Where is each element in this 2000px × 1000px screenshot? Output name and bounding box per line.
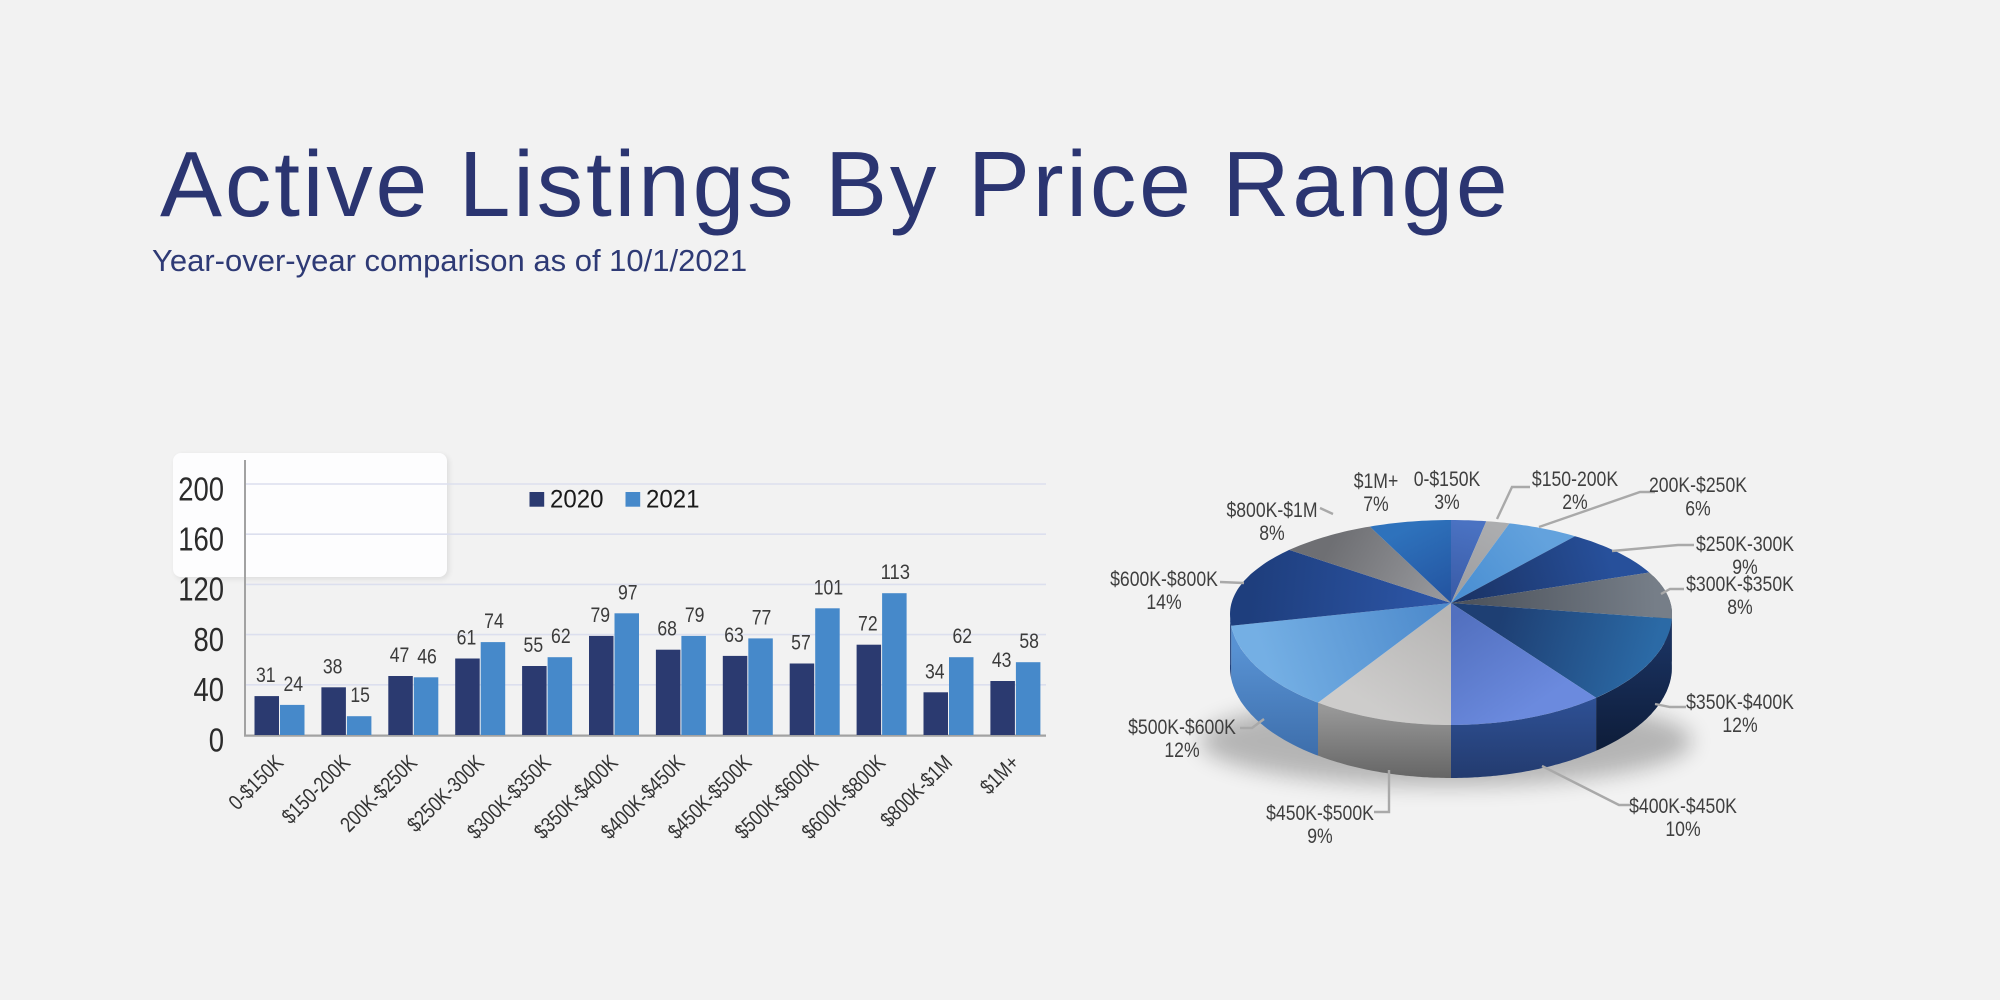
svg-text:$500K-$600K: $500K-$600K <box>1128 715 1236 739</box>
svg-text:$350K-$400K: $350K-$400K <box>1686 690 1794 714</box>
svg-text:62: 62 <box>551 624 571 648</box>
svg-text:24: 24 <box>283 672 303 696</box>
svg-text:$250K-300K: $250K-300K <box>1696 532 1795 556</box>
svg-text:61: 61 <box>457 625 477 649</box>
svg-text:72: 72 <box>858 612 878 636</box>
svg-text:10%: 10% <box>1665 817 1700 841</box>
svg-text:2%: 2% <box>1562 490 1588 514</box>
svg-text:6%: 6% <box>1685 497 1711 521</box>
svg-text:74: 74 <box>484 609 504 633</box>
svg-text:34: 34 <box>925 659 945 683</box>
svg-text:113: 113 <box>881 560 910 584</box>
svg-text:31: 31 <box>256 663 276 687</box>
svg-text:12%: 12% <box>1722 713 1757 737</box>
svg-text:57: 57 <box>791 630 811 654</box>
svg-text:15: 15 <box>350 683 370 707</box>
svg-text:$400K-$450K: $400K-$450K <box>1629 794 1737 818</box>
svg-text:58: 58 <box>1019 629 1039 653</box>
svg-text:0-$150K: 0-$150K <box>1414 467 1481 491</box>
svg-text:97: 97 <box>618 580 638 604</box>
svg-text:3%: 3% <box>1434 490 1460 514</box>
svg-text:9%: 9% <box>1307 824 1333 848</box>
svg-text:77: 77 <box>752 605 772 629</box>
svg-text:$1M+: $1M+ <box>975 751 1024 800</box>
svg-text:47: 47 <box>390 643 410 667</box>
svg-text:0-$150K: 0-$150K <box>224 750 288 814</box>
svg-text:8%: 8% <box>1259 521 1285 545</box>
svg-text:$600K-$800K: $600K-$800K <box>1110 567 1218 591</box>
svg-text:46: 46 <box>417 644 437 668</box>
svg-text:0: 0 <box>209 722 224 759</box>
svg-text:7%: 7% <box>1363 492 1389 516</box>
svg-text:2021: 2021 <box>646 486 700 514</box>
svg-text:$150-200K: $150-200K <box>1532 467 1619 491</box>
svg-text:12%: 12% <box>1164 738 1199 762</box>
svg-text:63: 63 <box>724 623 744 647</box>
svg-text:8%: 8% <box>1727 595 1753 619</box>
svg-text:62: 62 <box>952 624 972 648</box>
svg-text:43: 43 <box>992 648 1012 672</box>
svg-text:$800K-$1M: $800K-$1M <box>876 751 957 832</box>
svg-text:$1M+: $1M+ <box>1354 469 1399 493</box>
svg-text:$450K-$500K: $450K-$500K <box>1266 801 1374 825</box>
svg-text:14%: 14% <box>1146 590 1181 614</box>
svg-text:200K-$250K: 200K-$250K <box>1649 473 1748 497</box>
svg-text:80: 80 <box>194 622 225 659</box>
svg-text:160: 160 <box>178 522 224 559</box>
svg-text:$800K-$1M: $800K-$1M <box>1226 498 1317 522</box>
svg-text:101: 101 <box>814 575 843 599</box>
svg-text:68: 68 <box>657 617 677 641</box>
svg-text:55: 55 <box>524 633 544 657</box>
svg-text:$300K-$350K: $300K-$350K <box>1686 572 1794 596</box>
svg-text:79: 79 <box>590 603 610 627</box>
svg-text:200: 200 <box>178 471 224 508</box>
svg-text:9%: 9% <box>1732 555 1758 579</box>
svg-text:120: 120 <box>178 572 224 609</box>
svg-text:2020: 2020 <box>550 486 604 514</box>
svg-text:38: 38 <box>323 654 343 678</box>
svg-text:40: 40 <box>194 672 225 709</box>
svg-text:79: 79 <box>685 603 705 627</box>
